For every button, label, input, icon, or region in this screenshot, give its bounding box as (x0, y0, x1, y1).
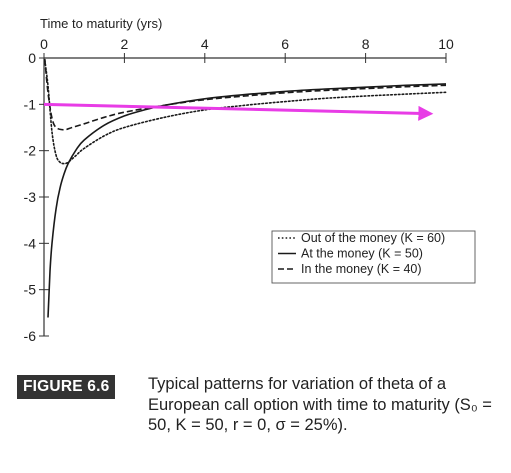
y-tick-label: -1 (24, 96, 37, 112)
x-tick-label: 4 (201, 36, 209, 52)
x-axis-title: Time to maturity (yrs) (40, 16, 162, 31)
y-tick-label: -6 (24, 328, 37, 344)
annotation-arrow-layer (43, 102, 434, 121)
y-tick-label: -5 (24, 282, 37, 298)
y-tick-label: -4 (24, 235, 37, 251)
figure-label: FIGURE 6.6 (17, 375, 116, 399)
x-tick-label: 10 (438, 36, 454, 52)
x-tick-label: 8 (362, 36, 370, 52)
y-tick-label: 0 (28, 50, 36, 66)
figure-caption-text: Typical patterns for variation of theta … (148, 375, 492, 434)
y-tick-label: -2 (24, 143, 37, 159)
x-tick-label: 0 (40, 36, 48, 52)
x-tick-label: 2 (121, 36, 129, 52)
axes: 0 2 4 6 8 10 0 -1 -2 -3 -4 -5 -6 (24, 36, 454, 344)
y-tick-label: -3 (24, 189, 37, 205)
theta-chart: Time to maturity (yrs) 0 2 4 6 8 10 0 -1 -2 -3 -4 -… (24, 16, 476, 344)
annotation-arrow (43, 102, 434, 121)
legend-box (271, 230, 476, 284)
series-line-solid (47, 83, 447, 318)
series-layer (44, 58, 447, 318)
legend: Out of the money (K = 60) At the money (K… (271, 230, 476, 284)
series-line-dotted (44, 59, 447, 165)
legend-label: In the money (K = 40) (301, 262, 422, 276)
legend-label: At the money (K = 50) (301, 247, 423, 261)
series-line-dashed (44, 58, 447, 131)
legend-label: Out of the money (K = 60) (301, 231, 445, 245)
x-tick-label: 6 (281, 36, 289, 52)
